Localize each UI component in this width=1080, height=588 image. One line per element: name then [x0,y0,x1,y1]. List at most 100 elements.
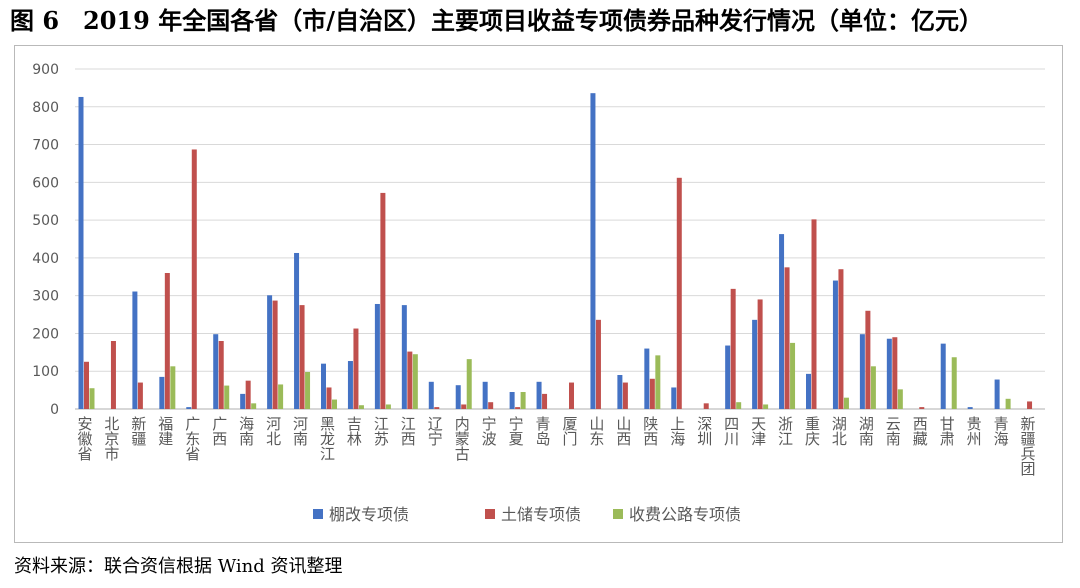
x-tick-label: 新疆 [129,416,147,446]
bar-3 [790,342,796,409]
bar-1 [347,361,353,409]
x-tick-label: 辽宁 [426,416,444,446]
bar-2 [110,341,116,409]
x-tick-label: 内蒙古 [453,416,471,461]
x-tick-label: 湖南 [857,416,875,446]
x-tick-label: 河北 [264,416,282,446]
x-tick-label: 浙江 [776,416,794,446]
x-tick-label: 北京市 [102,416,120,461]
bar-3 [278,384,284,409]
bar-chart: 0 100 200 300 400 500 600 700 800 900 安徽省 北京市 新疆 福建 广东… [32,62,1045,524]
bar-2 [703,403,709,409]
bar-1 [267,295,273,409]
x-tick-label: 江苏 [372,416,390,447]
bar-1 [321,363,326,409]
bar-2 [245,380,251,409]
bar-3 [951,357,957,409]
y-tick-label: 600 [32,175,59,191]
y-tick-label: 700 [32,138,59,154]
legend-label: 收费公路专项债 [629,505,741,524]
x-tick-label: 江西 [399,416,417,446]
x-tick-label: 甘肃 [938,416,956,446]
bar-2 [299,305,305,409]
bar-1 [401,305,407,409]
bar-1 [132,291,138,409]
bar-3 [520,392,526,409]
bar-3 [466,359,472,409]
bar-2 [461,404,467,409]
bar-2 [488,402,494,409]
bar-3 [224,385,230,409]
bar-2 [380,192,386,409]
bar-3 [736,402,742,409]
bar-1 [725,345,731,409]
bar-1 [159,376,165,409]
bar-3 [843,397,849,409]
bar-1 [967,407,973,409]
y-tick-label: 400 [32,251,59,267]
bar-2 [326,387,332,409]
y-tick-label: 200 [32,326,59,342]
x-tick-label: 厦门 [560,416,578,447]
bar-2 [137,382,143,409]
bar-3 [1005,398,1011,409]
bar-1 [832,280,838,409]
y-tick-label: 300 [32,289,59,305]
bar-1 [455,385,461,409]
x-tick-label: 上海 [668,416,686,446]
bar-2 [1027,401,1033,409]
bar-3 [332,399,337,409]
bar-1 [186,407,192,409]
x-tick-label: 青岛 [534,416,552,446]
x-tick-label: 山西 [614,416,632,446]
bar-2 [838,269,844,409]
bar-2 [892,337,898,409]
bar-2 [676,177,682,409]
bar-1 [886,338,892,409]
x-tick-label: 广西 [210,416,228,446]
x-tick-label: 宁波 [480,416,498,446]
bar-1 [752,319,758,409]
x-tick-label: 海南 [237,416,255,446]
legend-label: 土储专项债 [501,505,581,524]
bar-2 [191,149,197,409]
bar-2 [272,300,278,409]
bar-2 [865,310,871,409]
bar-1 [617,375,623,409]
x-tick-label: 四川 [722,416,740,446]
bar-2 [515,407,521,409]
bar-2 [730,288,736,409]
x-tick-label: 新疆兵团 [1019,416,1037,476]
bar-3 [897,389,903,409]
x-tick-label: 陕西 [641,416,659,446]
legend-label: 棚改专项债 [329,505,409,524]
bar-1 [671,387,677,409]
bar-1 [806,373,811,409]
bar-3 [655,355,661,409]
x-tick-label: 西藏 [911,416,929,447]
bar-2 [811,219,817,409]
bar-1 [294,252,300,409]
legend-swatch [613,509,623,519]
bar-2 [757,299,763,409]
x-tick-label: 湖北 [830,416,848,446]
bar-1 [509,392,515,409]
bar-1 [994,379,1000,409]
y-tick-label: 100 [32,364,59,380]
bar-2 [407,351,413,409]
bar-1 [536,381,542,409]
bar-2 [164,273,170,409]
bar-2 [542,393,548,409]
x-tick-label: 黑龙江 [318,416,336,461]
bar-1 [240,393,246,409]
bar-1 [779,234,785,409]
x-tick-label: 深圳 [695,416,713,446]
x-tick-label: 青海 [992,416,1010,446]
legend-swatch [485,509,495,519]
x-tick-label: 云南 [884,416,902,446]
bar-2 [649,378,655,409]
x-tick-label: 福建 [156,416,174,446]
x-tick-label: 安徽省 [75,416,93,461]
y-tick-label: 800 [32,100,59,116]
bar-3 [763,404,769,409]
